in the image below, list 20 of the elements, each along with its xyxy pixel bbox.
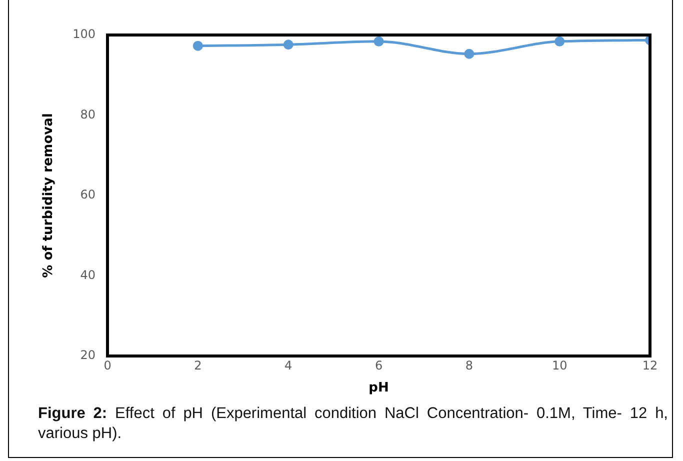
point <box>374 36 384 46</box>
x-tick-label: 0 <box>104 358 112 372</box>
x-tick-label: 2 <box>194 358 202 372</box>
y-tick-label: 40 <box>80 268 96 282</box>
x-tick-label: 10 <box>552 358 568 372</box>
y-tick-label: 20 <box>80 348 96 362</box>
x-tick-label: 6 <box>374 358 383 372</box>
y-tick-label: 100 <box>72 27 96 42</box>
point <box>283 40 294 50</box>
x-tick-label: 8 <box>465 358 473 372</box>
y-tick-label: 80 <box>80 107 96 122</box>
point <box>554 36 565 46</box>
x-tick-label: 4 <box>284 358 292 372</box>
x-tick-label: 12 <box>642 358 658 372</box>
caption: Figure 2: Effect of pH (Experimental condition NaCl Concentration- 0.1M, Time- 12 h, various pH). <box>38 404 668 444</box>
y-tick-label: 60 <box>80 188 96 202</box>
point <box>464 48 474 59</box>
y-axis-title: % of turbidity removal <box>41 113 56 278</box>
point <box>192 40 203 51</box>
x-axis-title: pH <box>368 380 389 396</box>
